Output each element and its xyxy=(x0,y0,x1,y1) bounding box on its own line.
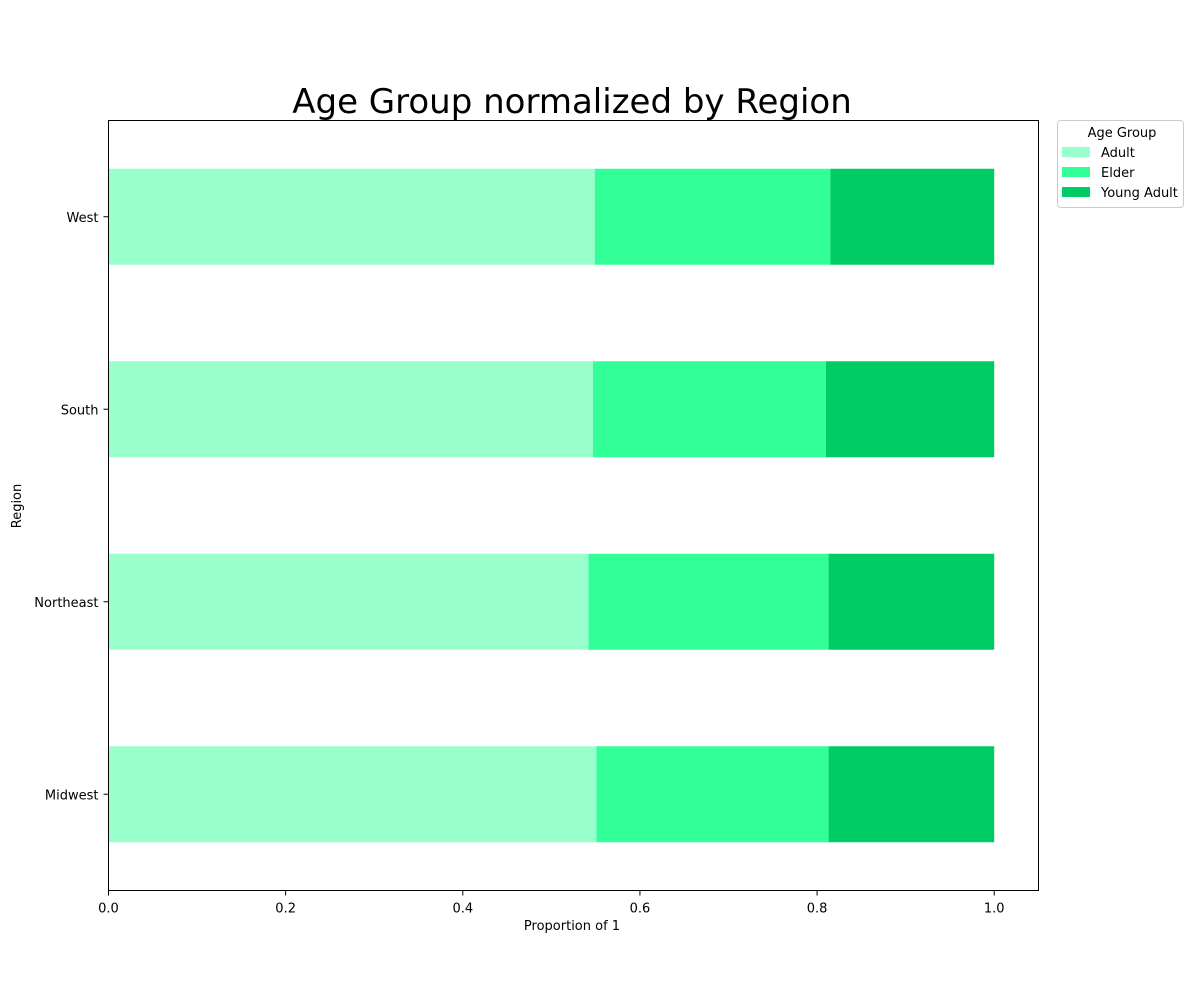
bar-midwest-elder xyxy=(596,746,829,843)
x-tick-label: 1.0 xyxy=(984,902,1005,917)
y-tick-label: West xyxy=(67,211,99,226)
x-tick-label: 0.4 xyxy=(452,902,473,917)
bar-midwest-adult xyxy=(108,746,597,843)
y-tick-label: Northeast xyxy=(34,596,98,611)
bar-midwest-young-adult xyxy=(828,746,995,843)
y-axis: Midwest Northeast South West xyxy=(34,211,109,803)
legend: Age Group Adult Elder Young Adult xyxy=(1057,120,1184,208)
legend-swatch xyxy=(1062,167,1090,177)
legend-label: Young Adult xyxy=(1100,186,1178,201)
bar-south-adult xyxy=(108,361,593,458)
x-tick-label: 0.6 xyxy=(630,902,651,917)
x-tick-label: 0.8 xyxy=(807,902,828,917)
bar-northeast-adult xyxy=(108,553,589,650)
plot-frame xyxy=(108,120,1039,891)
x-tick-label: 0.2 xyxy=(275,902,296,917)
bar-northeast-young-adult xyxy=(828,553,995,650)
chart-title: Age Group normalized by Region xyxy=(292,82,852,122)
x-axis: 0.0 0.2 0.4 0.6 0.8 1.0 xyxy=(98,890,1005,917)
bar-northeast-elder xyxy=(588,553,829,650)
legend-swatch xyxy=(1062,147,1090,157)
legend-swatch xyxy=(1062,187,1090,197)
bars-layer xyxy=(108,168,995,843)
bar-south-elder xyxy=(592,361,826,458)
y-tick-label: Midwest xyxy=(45,788,99,803)
bar-west-adult xyxy=(108,168,595,265)
x-tick-label: 0.0 xyxy=(98,902,119,917)
y-axis-label: Region xyxy=(10,484,25,529)
legend-label: Adult xyxy=(1101,146,1135,161)
x-axis-label: Proportion of 1 xyxy=(524,919,620,934)
bar-south-young-adult xyxy=(825,361,995,458)
bar-west-young-adult xyxy=(830,168,995,265)
legend-label: Elder xyxy=(1101,166,1135,181)
y-tick-label: South xyxy=(61,403,99,418)
legend-box xyxy=(1057,120,1184,208)
legend-title: Age Group xyxy=(1088,126,1157,141)
bar-west-elder xyxy=(594,168,831,265)
